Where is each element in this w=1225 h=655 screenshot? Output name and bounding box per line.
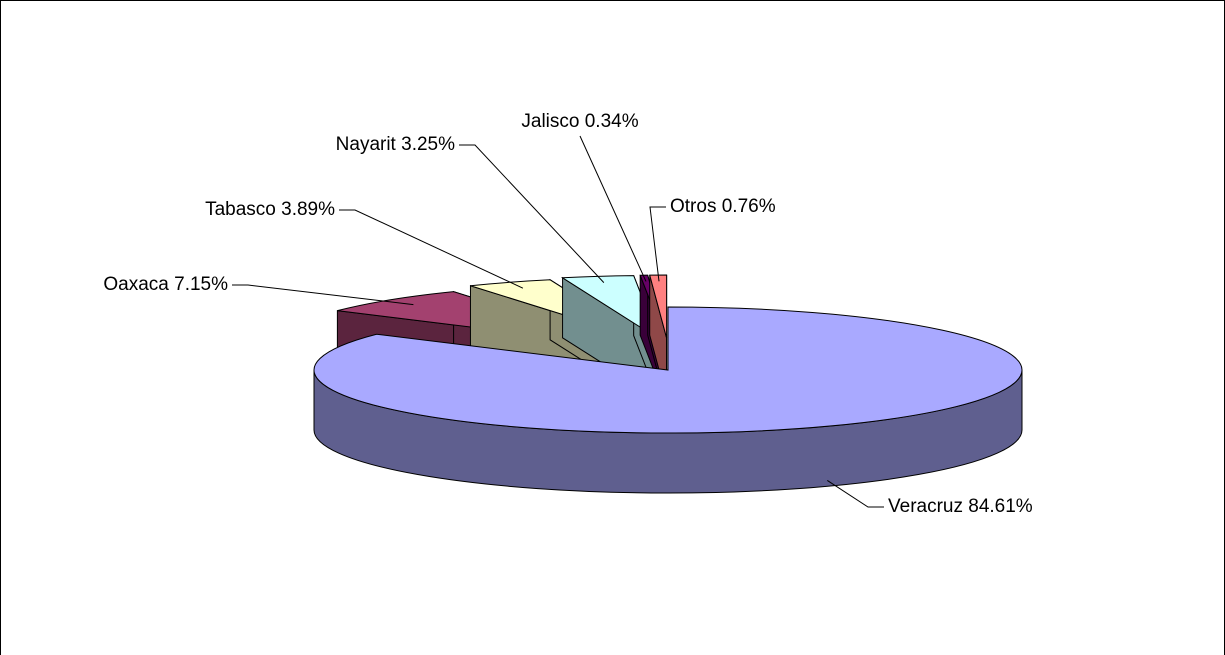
category-label: Veracruz [888,496,963,517]
leader-line [827,479,884,508]
slice-top [313,306,1023,434]
leader-line [459,144,605,283]
leader-line [339,209,524,289]
leader-line [579,135,647,282]
slice [313,306,1023,494]
category-label: Oaxaca [103,274,169,295]
leader-line [649,206,666,282]
value-label: 0.34% [585,111,639,132]
category-label: Tabasco [205,199,276,220]
data-label: Oaxaca 7.15% [103,274,228,295]
category-label: Otros [670,196,716,217]
value-label: 3.89% [281,199,335,220]
category-label: Nayarit [336,134,397,155]
value-label: 84.61% [968,496,1033,517]
value-label: 7.15% [174,274,228,295]
value-label: 3.25% [401,134,455,155]
data-label: Jalisco 0.34% [521,111,638,132]
leader-line [232,284,414,306]
data-label: Nayarit 3.25% [336,134,455,155]
data-label: Veracruz 84.61% [888,496,1033,517]
category-label: Jalisco [521,111,579,132]
value-label: 0.76% [722,196,776,217]
data-label: Tabasco 3.89% [205,199,335,220]
data-label: Otros 0.76% [670,196,776,217]
